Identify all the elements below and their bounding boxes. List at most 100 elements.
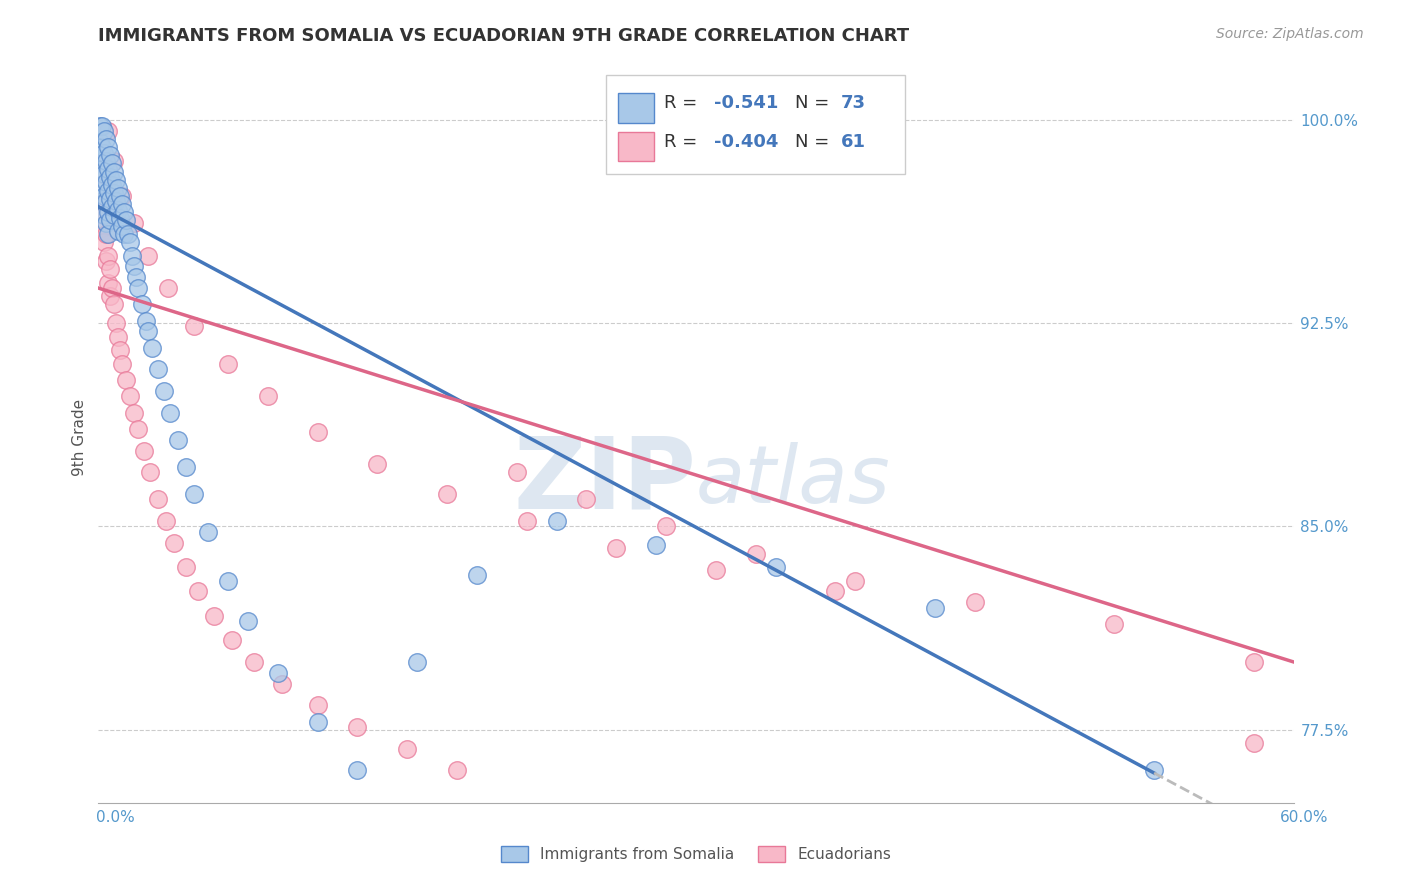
- Point: [127, 281, 149, 295]
- Point: [135, 313, 157, 327]
- Point: [98, 289, 122, 303]
- Point: [159, 406, 181, 420]
- Point: [97, 205, 120, 219]
- Point: [157, 281, 180, 295]
- Point: [89, 135, 111, 149]
- Point: [97, 184, 120, 198]
- Point: [346, 764, 368, 778]
- Point: [963, 595, 986, 609]
- Point: [96, 132, 118, 146]
- Point: [105, 194, 128, 209]
- Point: [107, 181, 129, 195]
- Point: [844, 574, 866, 588]
- Point: [465, 568, 488, 582]
- Point: [115, 373, 138, 387]
- Point: [93, 124, 115, 138]
- Point: [221, 633, 243, 648]
- Point: [307, 714, 329, 729]
- Point: [98, 262, 122, 277]
- Text: R =: R =: [664, 133, 703, 151]
- Point: [436, 487, 458, 501]
- Point: [91, 119, 114, 133]
- Point: [111, 189, 134, 203]
- Point: [187, 584, 209, 599]
- Point: [89, 167, 111, 181]
- Point: [546, 514, 568, 528]
- Point: [136, 249, 159, 263]
- Point: [112, 205, 135, 219]
- Text: R =: R =: [664, 94, 703, 112]
- Point: [202, 608, 225, 623]
- Point: [1243, 736, 1265, 750]
- Point: [174, 459, 197, 474]
- Point: [101, 178, 124, 193]
- Point: [96, 176, 118, 190]
- Legend: Immigrants from Somalia, Ecuadorians: Immigrants from Somalia, Ecuadorians: [495, 840, 897, 868]
- Point: [124, 406, 146, 420]
- Point: [97, 124, 120, 138]
- Point: [139, 465, 162, 479]
- Point: [267, 665, 290, 680]
- Point: [117, 227, 139, 241]
- Point: [97, 276, 120, 290]
- Point: [112, 227, 135, 241]
- Point: [93, 167, 115, 181]
- Point: [506, 465, 529, 479]
- Point: [89, 153, 111, 168]
- Point: [655, 519, 678, 533]
- Point: [124, 216, 146, 230]
- Point: [93, 145, 115, 160]
- Text: 61: 61: [841, 133, 866, 151]
- Point: [307, 698, 329, 713]
- Point: [120, 389, 142, 403]
- Point: [1143, 764, 1166, 778]
- Point: [96, 216, 118, 230]
- Point: [91, 140, 114, 154]
- Point: [96, 153, 118, 168]
- Point: [516, 514, 538, 528]
- Point: [243, 655, 266, 669]
- Point: [217, 574, 239, 588]
- Point: [704, 563, 727, 577]
- Point: [91, 181, 114, 195]
- Point: [98, 213, 122, 227]
- Point: [115, 213, 138, 227]
- Point: [103, 208, 125, 222]
- Point: [96, 254, 118, 268]
- Point: [174, 560, 197, 574]
- FancyBboxPatch shape: [606, 75, 905, 174]
- Point: [107, 330, 129, 344]
- Point: [96, 227, 118, 241]
- Point: [97, 227, 120, 241]
- Point: [97, 249, 120, 263]
- Point: [96, 194, 118, 209]
- Point: [366, 457, 388, 471]
- Text: -0.404: -0.404: [714, 133, 779, 151]
- Point: [256, 389, 278, 403]
- Point: [120, 235, 142, 249]
- Point: [101, 200, 124, 214]
- Point: [307, 425, 329, 439]
- Point: [236, 615, 259, 629]
- Point: [91, 194, 114, 209]
- Text: 73: 73: [841, 94, 866, 112]
- Point: [93, 208, 115, 222]
- Point: [605, 541, 627, 556]
- Point: [167, 433, 190, 447]
- Point: [97, 161, 120, 176]
- Point: [270, 676, 292, 690]
- Point: [110, 189, 132, 203]
- Point: [105, 316, 128, 330]
- Point: [97, 140, 120, 154]
- Point: [217, 357, 239, 371]
- Text: -0.541: -0.541: [714, 94, 779, 112]
- Point: [103, 297, 125, 311]
- Point: [645, 538, 668, 552]
- Point: [111, 197, 134, 211]
- Y-axis label: 9th Grade: 9th Grade: [72, 399, 87, 475]
- Text: atlas: atlas: [696, 442, 891, 520]
- Point: [134, 443, 156, 458]
- FancyBboxPatch shape: [619, 94, 654, 122]
- Point: [103, 186, 125, 201]
- Point: [103, 153, 125, 168]
